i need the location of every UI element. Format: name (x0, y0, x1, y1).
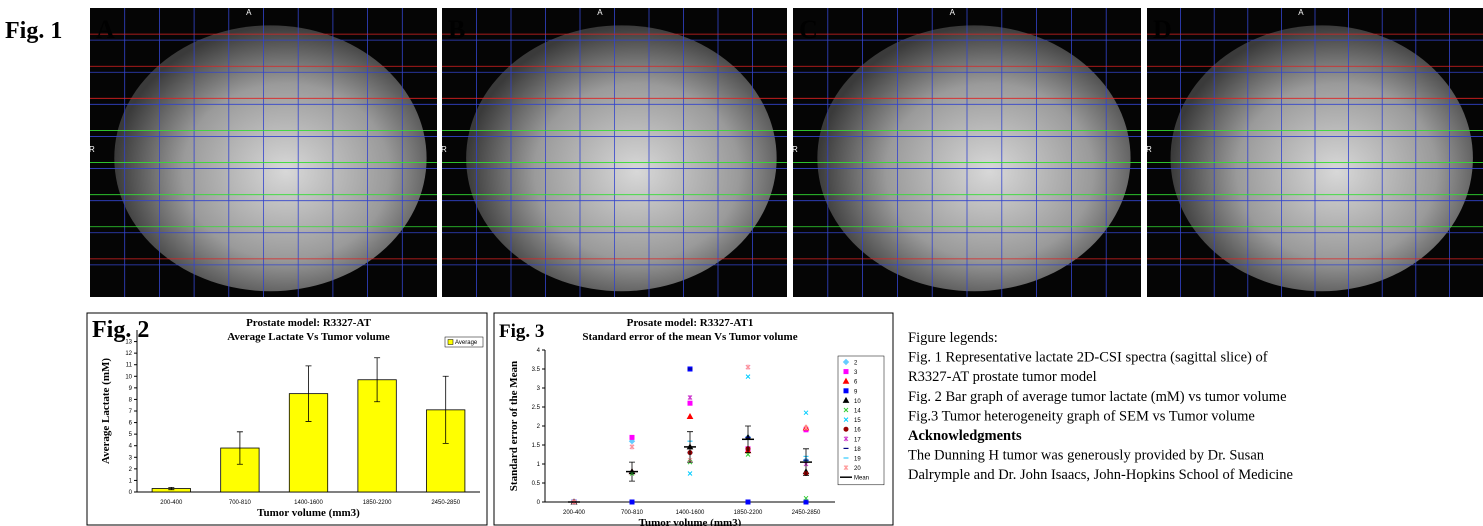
tissue (114, 25, 426, 291)
y-tick-label: 13 (125, 340, 132, 346)
x-tick-label: 1400-1600 (294, 500, 323, 506)
ack-heading: Acknowledgments (908, 428, 1022, 444)
legend: Average (445, 337, 483, 347)
chart-title: Prosate model: R3327-AT1 (627, 317, 754, 329)
legend-marker (844, 370, 848, 374)
chart-title: Prostate model: R3327-AT (246, 317, 372, 329)
legend-label: 17 (854, 437, 861, 443)
legend-marker (844, 389, 848, 393)
y-tick-label: 1.5 (532, 443, 541, 449)
tissue (466, 25, 777, 291)
fig-label: Fig. 1 (5, 18, 62, 44)
chart-subtitle: Average Lactate Vs Tumor volume (227, 331, 390, 343)
ack-line: Dalrymple and Dr. John Isaacs, John-Hopk… (908, 467, 1293, 483)
poster: Fig. 1 A A R B A R C A R D A R Fig. 2 Prostate model… (0, 0, 1483, 526)
legend-line: Fig.3 Tumor heterogeneity graph of SEM v… (908, 408, 1255, 424)
orientation-marker: A (950, 8, 956, 17)
chart: Fig. 3 Prosate model: R3327-AT1 Standard e… (494, 313, 893, 526)
x-tick-label: 1850-2200 (363, 500, 392, 506)
legend-label: 20 (854, 466, 861, 472)
x-tick-label: 700-810 (621, 510, 644, 516)
point (746, 500, 750, 504)
legend-line: R3327-AT prostate tumor model (908, 369, 1097, 385)
orientation-marker: A (597, 8, 603, 17)
chart-subtitle: Standard error of the mean Vs Tumor volu… (582, 331, 797, 343)
mri-panel: A A R (89, 8, 437, 297)
x-tick-label: 1400-1600 (676, 510, 705, 516)
orientation-marker: A (1298, 8, 1304, 17)
legend-label: 10 (854, 399, 861, 405)
x-tick-label: 700-810 (229, 500, 252, 506)
x-tick-label: 1850-2200 (734, 510, 763, 516)
legend-label: Mean (854, 476, 869, 482)
panel-label: B (448, 15, 465, 44)
legend-label: 15 (854, 418, 861, 424)
tissue (817, 25, 1130, 291)
y-tick-label: 10 (125, 374, 132, 380)
chart: Fig. 2 Prostate model: R3327-AT Average La… (87, 313, 487, 525)
figure-1: A A R B A R C A R D A R (89, 8, 1483, 297)
charts: Fig. 2 Prostate model: R3327-AT Average La… (87, 313, 893, 526)
figure-legends: Figure legends: Fig. 1 Representative lac… (908, 330, 1293, 483)
fig-label: Fig. 3 (499, 321, 544, 342)
mri-panel: B A R (441, 8, 787, 297)
tissue (1171, 25, 1473, 291)
ack-line: The Dunning H tumor was generously provi… (908, 448, 1265, 464)
point (688, 401, 692, 405)
fig-label: Fig. 2 (92, 317, 149, 343)
panel-label: C (799, 15, 818, 44)
orientation-marker: A (246, 8, 252, 17)
x-tick-label: 2450-2850 (792, 510, 821, 516)
legend-label: Average (455, 340, 478, 346)
x-tick-label: 200-400 (563, 510, 586, 516)
x-axis-label: Tumor volume (mm3) (639, 517, 742, 526)
legend-swatch (448, 340, 453, 345)
point (630, 435, 634, 439)
legend-marker (844, 427, 848, 431)
x-tick-label: 200-400 (160, 500, 183, 506)
orientation-marker: R (89, 145, 95, 154)
mri-panel: D A R (1146, 8, 1483, 297)
panel-label: D (1153, 15, 1172, 44)
y-tick-label: 12 (125, 351, 132, 357)
panel-label: A (96, 15, 115, 44)
legend-line: Fig. 1 Representative lactate 2D-CSI spe… (908, 350, 1268, 366)
point (804, 500, 808, 504)
orientation-marker: R (441, 145, 447, 154)
y-axis-label: Standard error of the Mean (508, 361, 520, 491)
y-tick-label: 0.5 (532, 481, 541, 487)
legend-label: 16 (854, 428, 861, 434)
mri-panel: C A R (792, 8, 1141, 297)
y-tick-label: 2.5 (532, 405, 541, 411)
x-tick-label: 2450-2850 (431, 500, 460, 506)
legend-label: 14 (854, 409, 861, 415)
y-axis-label: Average Lactate (mM) (100, 358, 112, 464)
legend-label: 19 (854, 457, 861, 463)
legend-label: 18 (854, 447, 861, 453)
chart-frame (494, 313, 893, 525)
y-tick-label: 3.5 (532, 367, 541, 373)
x-axis-label: Tumor volume (mm3) (257, 507, 360, 519)
orientation-marker: R (792, 145, 798, 154)
y-tick-label: 11 (126, 363, 133, 369)
legend-heading: Figure legends: (908, 330, 998, 346)
legend-line: Fig. 2 Bar graph of average tumor lactat… (908, 389, 1287, 405)
point (630, 500, 634, 504)
orientation-marker: R (1146, 145, 1152, 154)
